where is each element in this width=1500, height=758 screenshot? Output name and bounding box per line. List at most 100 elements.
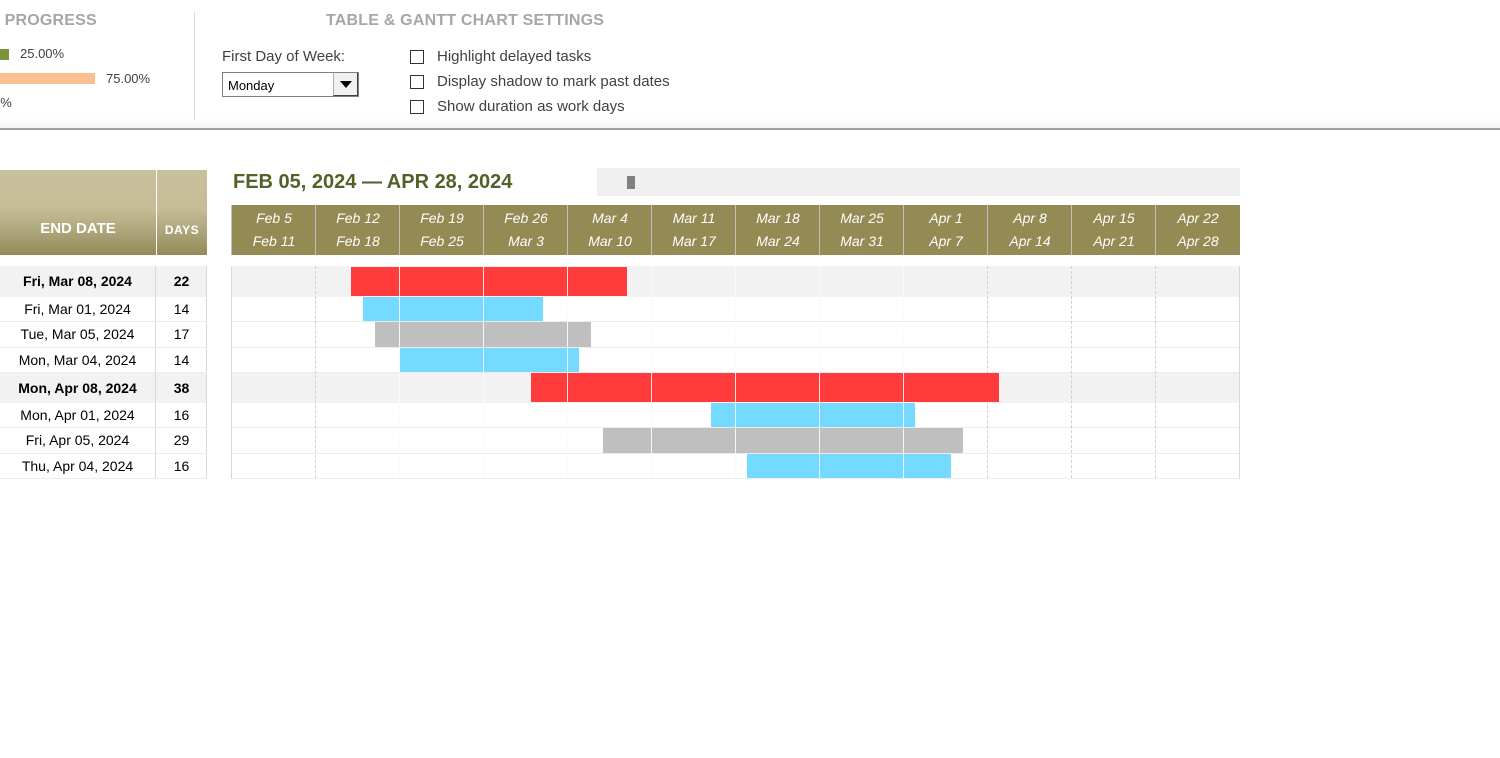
week-header: Feb 26 Mar 3 bbox=[483, 205, 568, 255]
table-row[interactable]: Fri, Mar 08, 2024 22 bbox=[0, 266, 207, 297]
gantt-scroll-thumb[interactable] bbox=[627, 176, 635, 189]
progress-label-other: 0% bbox=[0, 95, 12, 110]
days-cell: 29 bbox=[157, 428, 207, 453]
week-gridline bbox=[1071, 266, 1072, 478]
gantt-bar-task[interactable] bbox=[747, 454, 951, 478]
table-row[interactable]: Mon, Apr 08, 2024 38 bbox=[0, 373, 207, 403]
week-gridline bbox=[567, 266, 568, 478]
week-header: Mar 18 Mar 24 bbox=[735, 205, 820, 255]
week-header: Apr 15 Apr 21 bbox=[1071, 205, 1156, 255]
days-cell: 14 bbox=[157, 297, 207, 321]
week-start-label: Feb 19 bbox=[420, 210, 464, 226]
work-days-label: Show duration as work days bbox=[437, 98, 625, 115]
week-end-label: Feb 25 bbox=[420, 233, 464, 249]
week-end-label: Feb 11 bbox=[252, 233, 296, 249]
progress-bar-complete bbox=[0, 49, 9, 60]
week-end-label: Apr 28 bbox=[1177, 233, 1219, 249]
week-start-label: Apr 15 bbox=[1093, 210, 1135, 226]
display-shadow-label: Display shadow to mark past dates bbox=[437, 73, 670, 90]
end-date-column-header: END DATE bbox=[0, 170, 156, 255]
week-start-label: Mar 11 bbox=[672, 210, 716, 226]
week-end-label: Feb 18 bbox=[336, 233, 380, 249]
week-gridline bbox=[1155, 266, 1156, 478]
week-end-label: Mar 31 bbox=[840, 233, 884, 249]
days-cell: 16 bbox=[157, 403, 207, 427]
week-header: Apr 8 Apr 14 bbox=[987, 205, 1072, 255]
gantt-right-border bbox=[1239, 266, 1240, 479]
week-gridline bbox=[315, 266, 316, 478]
week-end-label: Apr 14 bbox=[1009, 233, 1051, 249]
week-start-label: Mar 4 bbox=[592, 210, 628, 226]
week-header: Feb 12 Feb 18 bbox=[315, 205, 400, 255]
gantt-bar-task[interactable] bbox=[400, 348, 579, 372]
days-cell: 17 bbox=[157, 322, 207, 347]
week-end-label: Apr 21 bbox=[1093, 233, 1135, 249]
week-header: Apr 1 Apr 7 bbox=[903, 205, 988, 255]
gantt-scrollbar[interactable] bbox=[597, 168, 1240, 196]
end-date-cell: Fri, Mar 08, 2024 bbox=[0, 266, 156, 297]
end-date-cell: Fri, Mar 01, 2024 bbox=[0, 297, 156, 321]
week-start-label: Feb 26 bbox=[504, 210, 548, 226]
chevron-down-icon[interactable] bbox=[333, 73, 358, 96]
first-day-of-week-label: First Day of Week: bbox=[222, 48, 346, 65]
gantt-bar-task[interactable] bbox=[363, 297, 543, 321]
highlight-delayed-tasks-checkbox[interactable] bbox=[410, 50, 424, 64]
gantt-row bbox=[231, 454, 1240, 479]
week-start-label: Mar 18 bbox=[756, 210, 800, 226]
week-start-label: Feb 12 bbox=[336, 210, 380, 226]
week-start-label: Apr 8 bbox=[1013, 210, 1047, 226]
display-shadow-checkbox[interactable] bbox=[410, 75, 424, 89]
first-day-of-week-select[interactable]: Monday bbox=[222, 72, 359, 97]
table-row[interactable]: Mon, Mar 04, 2024 14 bbox=[0, 348, 207, 373]
week-header: Feb 5 Feb 11 bbox=[231, 205, 316, 255]
end-date-cell: Tue, Mar 05, 2024 bbox=[0, 322, 156, 347]
days-cell: 22 bbox=[157, 266, 207, 297]
gantt-bar-task[interactable] bbox=[603, 428, 963, 453]
week-header: Apr 22 Apr 28 bbox=[1155, 205, 1240, 255]
gantt-bar-summary[interactable] bbox=[531, 373, 999, 402]
week-start-label: Apr 22 bbox=[1177, 210, 1219, 226]
week-header: Mar 11 Mar 17 bbox=[651, 205, 736, 255]
table-row[interactable]: Fri, Mar 01, 2024 14 bbox=[0, 297, 207, 322]
end-date-cell: Mon, Apr 01, 2024 bbox=[0, 403, 156, 427]
table-row[interactable]: Fri, Apr 05, 2024 29 bbox=[0, 428, 207, 454]
days-cell: 16 bbox=[157, 454, 207, 478]
end-date-cell: Mon, Mar 04, 2024 bbox=[0, 348, 156, 372]
first-day-of-week-value: Monday bbox=[228, 78, 275, 93]
end-date-header-label: END DATE bbox=[40, 220, 116, 237]
week-header: Mar 4 Mar 10 bbox=[567, 205, 652, 255]
table-row[interactable]: Mon, Apr 01, 2024 16 bbox=[0, 403, 207, 428]
work-days-checkbox[interactable] bbox=[410, 100, 424, 114]
gantt-left-border bbox=[231, 266, 232, 479]
gantt-bar-task[interactable] bbox=[711, 403, 915, 427]
end-date-cell: Mon, Apr 08, 2024 bbox=[0, 373, 156, 403]
week-end-label: Mar 24 bbox=[756, 233, 800, 249]
table-row[interactable]: Tue, Mar 05, 2024 17 bbox=[0, 322, 207, 348]
highlight-delayed-tasks-label: Highlight delayed tasks bbox=[437, 48, 592, 65]
settings-section-title: TABLE & GANTT CHART SETTINGS bbox=[326, 12, 605, 29]
settings-panel: T PROGRESS 25.00% 75.00% 0% TABLE & GANT… bbox=[0, 0, 1500, 130]
week-gridline bbox=[987, 266, 988, 478]
week-end-label: Mar 3 bbox=[508, 233, 544, 249]
week-header: Feb 19 Feb 25 bbox=[399, 205, 484, 255]
days-column-header: DAYS bbox=[157, 170, 207, 255]
week-start-label: Feb 5 bbox=[256, 210, 292, 226]
week-header: Mar 25 Mar 31 bbox=[819, 205, 904, 255]
gantt-bar-task[interactable] bbox=[375, 322, 591, 347]
end-date-cell: Fri, Apr 05, 2024 bbox=[0, 428, 156, 453]
section-divider bbox=[194, 12, 195, 120]
progress-label-complete: 25.00% bbox=[20, 46, 65, 61]
week-end-label: Mar 17 bbox=[672, 233, 716, 249]
days-cell: 14 bbox=[157, 348, 207, 372]
table-row[interactable]: Thu, Apr 04, 2024 16 bbox=[0, 454, 207, 479]
progress-section-title: T PROGRESS bbox=[0, 12, 97, 29]
gantt-bar-summary[interactable] bbox=[351, 267, 627, 296]
week-end-label: Apr 7 bbox=[929, 233, 963, 249]
week-start-label: Apr 1 bbox=[929, 210, 963, 226]
days-header-label: DAYS bbox=[164, 223, 200, 237]
week-start-label: Mar 25 bbox=[840, 210, 884, 226]
end-date-cell: Thu, Apr 04, 2024 bbox=[0, 454, 156, 478]
gantt-date-range-title: FEB 05, 2024 — APR 28, 2024 bbox=[233, 171, 513, 193]
week-end-label: Mar 10 bbox=[588, 233, 632, 249]
progress-label-remaining: 75.00% bbox=[106, 71, 151, 86]
